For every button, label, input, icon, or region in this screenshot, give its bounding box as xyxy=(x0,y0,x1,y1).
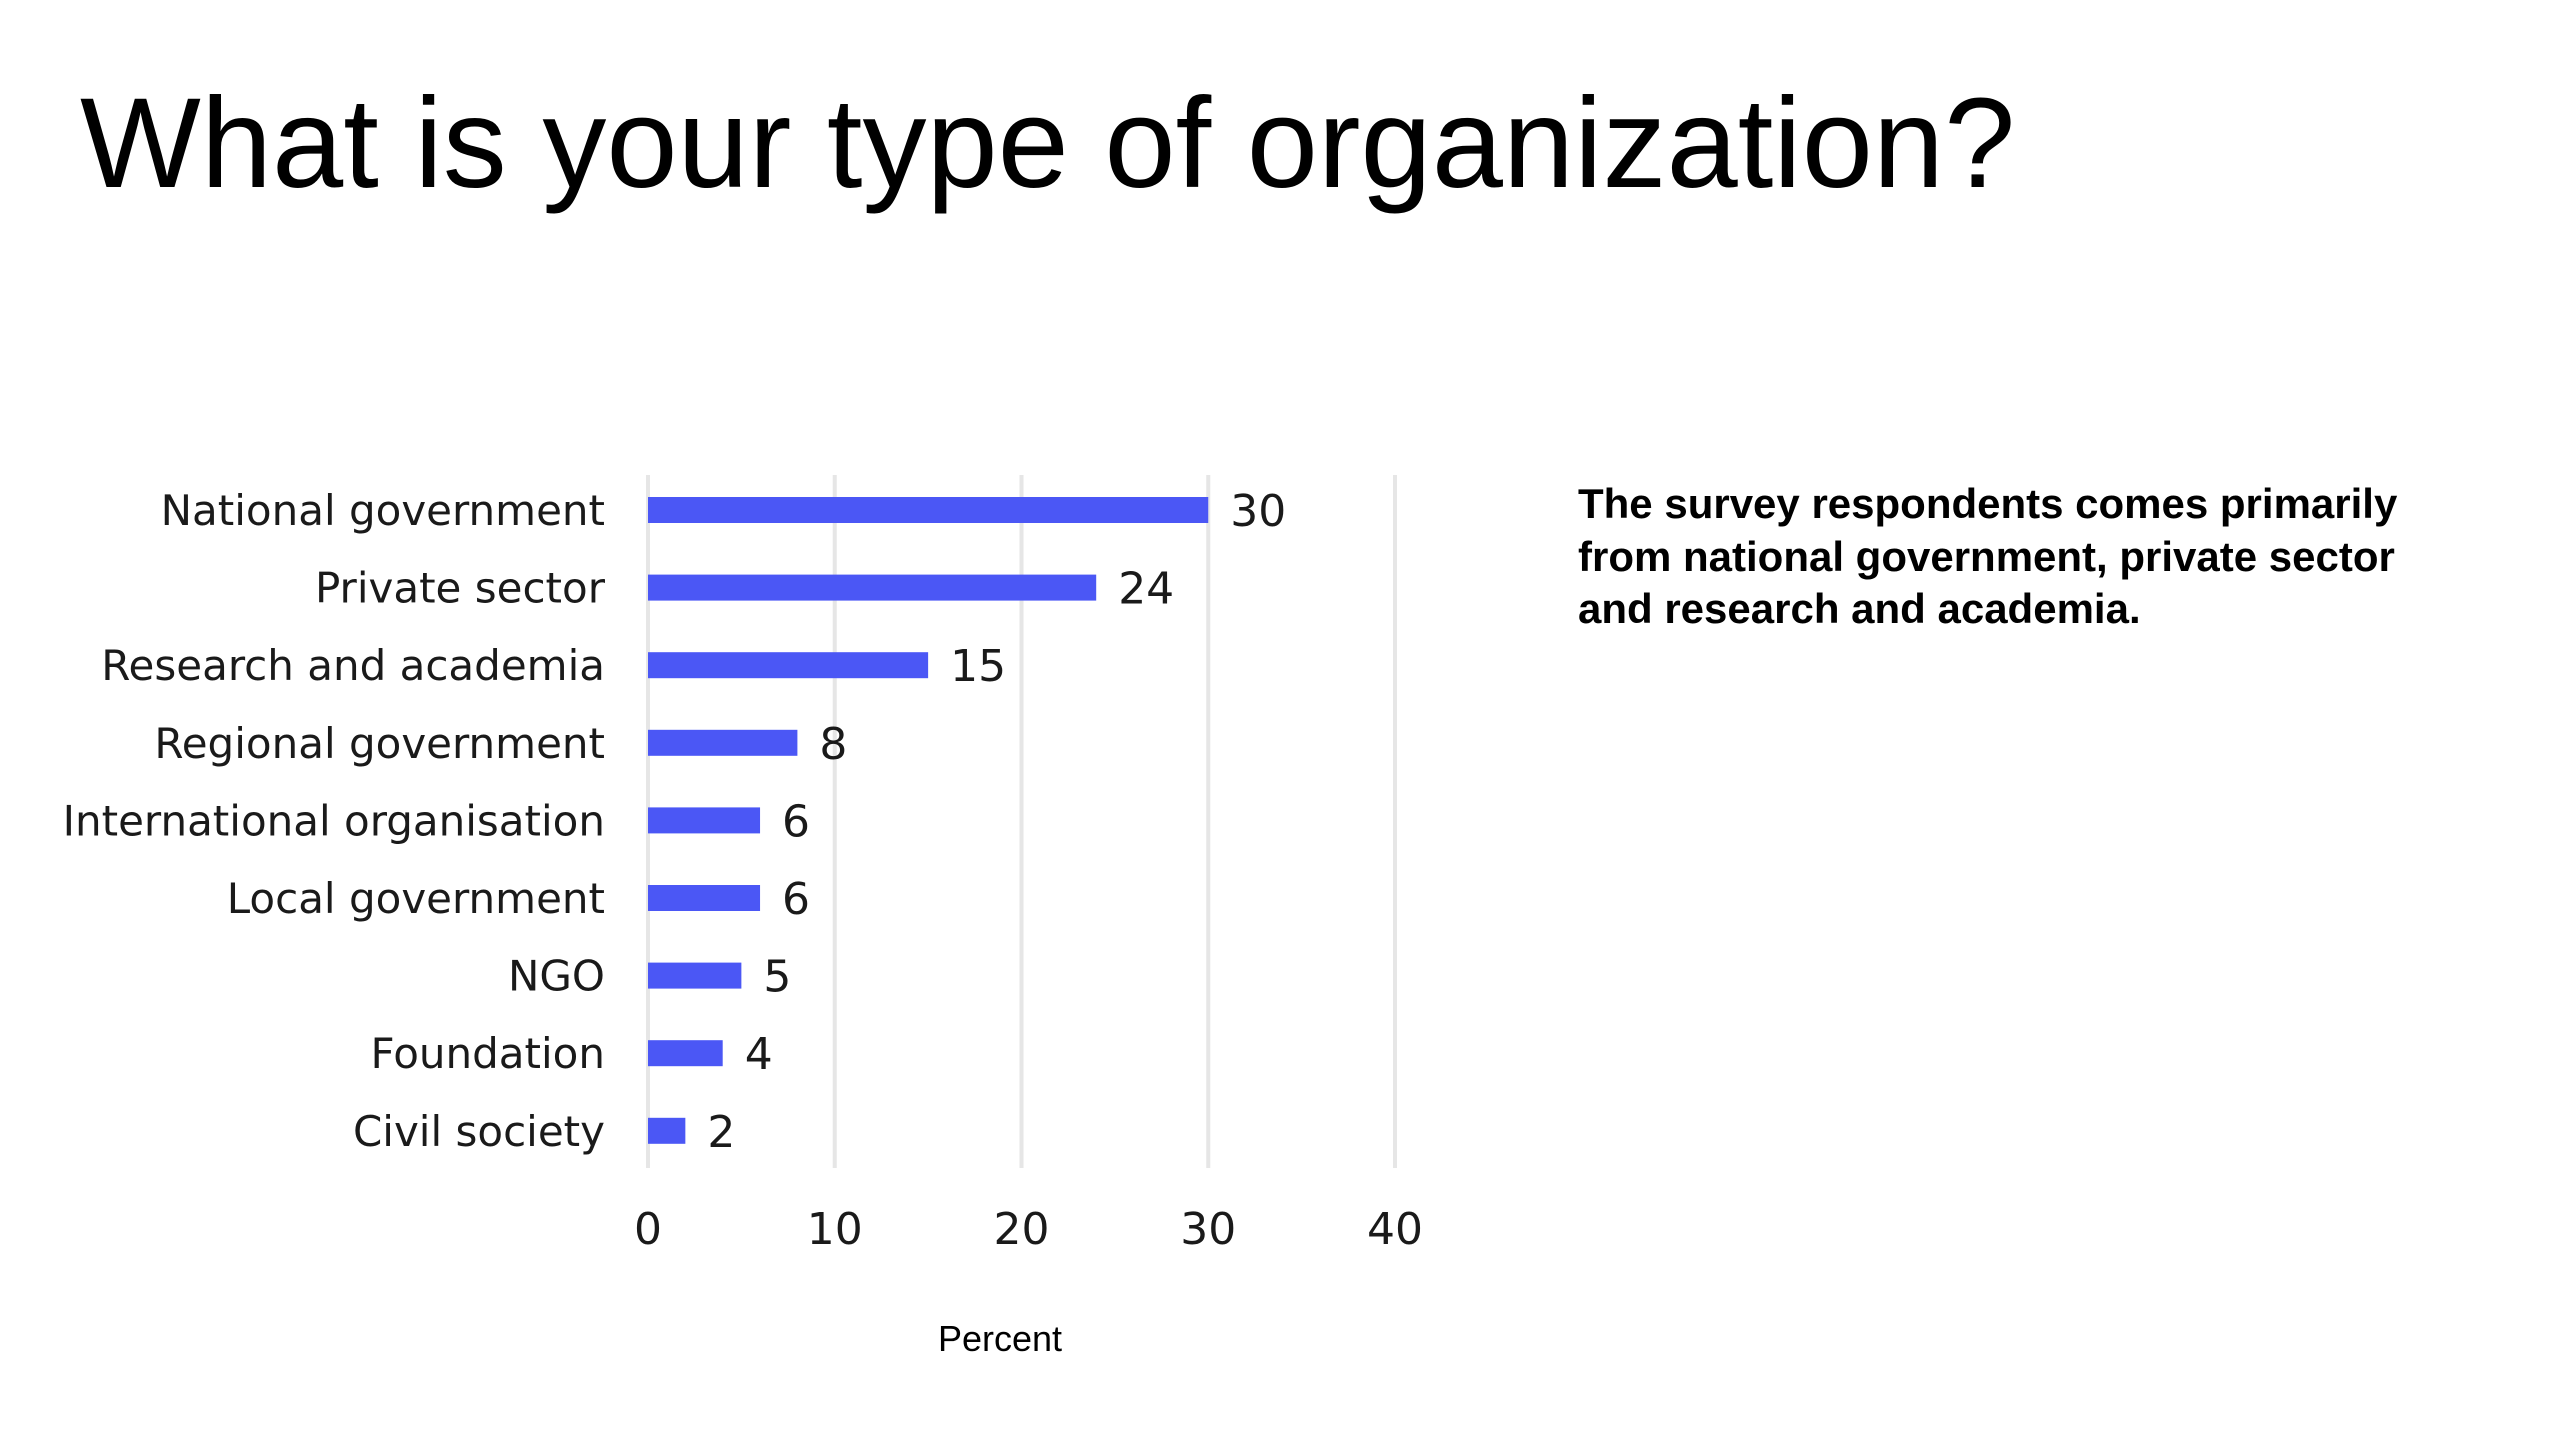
category-label: Civil society xyxy=(353,1107,605,1156)
category-labels: National government Private sector Researc… xyxy=(63,486,606,1156)
bar xyxy=(648,1040,723,1067)
bar xyxy=(648,729,798,756)
data-label: 30 xyxy=(1230,486,1286,537)
category-label: International organisation xyxy=(63,796,605,845)
bar xyxy=(648,497,1209,523)
data-label: 2 xyxy=(707,1107,735,1158)
bar xyxy=(648,1117,686,1144)
data-label: 24 xyxy=(1118,564,1174,615)
x-tick-label: 10 xyxy=(807,1204,863,1255)
slide-title: What is your type of organization? xyxy=(80,72,2016,215)
data-label: 5 xyxy=(763,952,791,1003)
data-label: 4 xyxy=(745,1029,773,1080)
category-label: NGO xyxy=(508,952,605,1001)
bar xyxy=(648,885,761,911)
x-axis-ticks: 0 10 20 30 40 xyxy=(634,1204,1423,1255)
x-tick-label: 30 xyxy=(1180,1204,1236,1255)
data-label: 6 xyxy=(782,874,810,925)
bar xyxy=(648,807,761,834)
category-label: Regional government xyxy=(154,719,605,768)
category-label: Private sector xyxy=(315,564,606,613)
category-label: Local government xyxy=(227,874,605,923)
x-tick-label: 40 xyxy=(1367,1204,1423,1255)
data-label: 15 xyxy=(950,641,1006,692)
x-axis-label: Percent xyxy=(937,1318,1063,1359)
category-label: National government xyxy=(161,486,605,535)
bar xyxy=(648,962,742,989)
category-label: Research and academia xyxy=(101,641,605,690)
data-label: 6 xyxy=(782,796,810,847)
bars xyxy=(648,497,1209,1144)
category-label: Foundation xyxy=(371,1029,605,1078)
data-label: 8 xyxy=(819,719,847,770)
bar xyxy=(648,652,929,679)
summary-text: The survey respondents comes primarily f… xyxy=(1578,480,2398,632)
x-tick-label: 20 xyxy=(994,1204,1050,1255)
x-tick-label: 0 xyxy=(634,1204,662,1255)
bar xyxy=(648,574,1097,601)
